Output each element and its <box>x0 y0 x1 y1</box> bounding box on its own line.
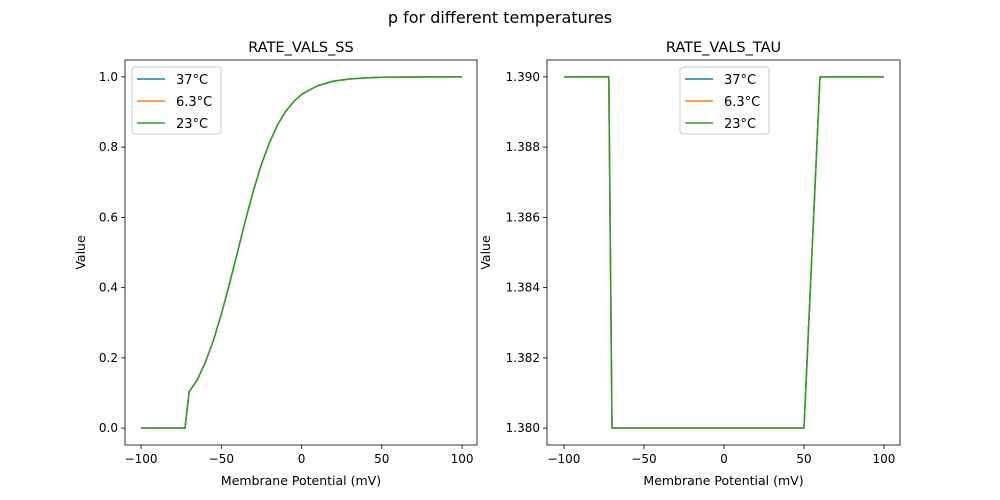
x-tick-label: 50 <box>796 452 811 466</box>
y-tick-label: 1.0 <box>99 70 118 84</box>
x-tick-label: 0 <box>298 452 306 466</box>
x-tick-label: −50 <box>631 452 656 466</box>
y-tick-label: 1.380 <box>506 421 540 435</box>
series-line-3 <box>141 76 463 429</box>
y-tick-label: 1.390 <box>506 70 540 84</box>
x-axis-label: Membrane Potential (mV) <box>221 473 381 488</box>
legend-label-3: 23°C <box>176 117 208 132</box>
y-tick-label: 0.8 <box>99 140 118 154</box>
y-tick-label: 0.2 <box>99 351 118 365</box>
legend-label-1: 37°C <box>724 73 756 88</box>
y-tick-label: 1.384 <box>506 281 540 295</box>
x-tick-label: −50 <box>209 452 234 466</box>
y-tick-label: 0.0 <box>99 421 118 435</box>
figure-title: p for different temperatures <box>387 8 613 27</box>
legend-label-1: 37°C <box>176 73 208 88</box>
x-tick-label: 100 <box>451 452 474 466</box>
legend: 37°C 6.3°C 23°C <box>679 66 770 135</box>
legend-label-3: 23°C <box>724 117 756 132</box>
y-tick-label: 1.382 <box>506 351 540 365</box>
legend-label-2: 6.3°C <box>724 95 760 110</box>
subplot-2: −100 −50 0 50 100 1.380 1.382 1.384 1.386 1.388 1.… <box>478 40 901 488</box>
y-tick-label: 0.4 <box>99 281 118 295</box>
y-tick-label: 0.6 <box>99 210 118 224</box>
axes-frame <box>124 59 478 446</box>
legend: 37°C 6.3°C 23°C <box>131 66 222 135</box>
legend-box <box>131 66 222 135</box>
legend-label-2: 6.3°C <box>176 95 212 110</box>
subplot-title: RATE_VALS_TAU <box>666 40 781 56</box>
x-tick-label: −100 <box>125 452 158 466</box>
y-axis-label: Value <box>478 235 493 270</box>
x-tick-label: −100 <box>547 452 580 466</box>
legend-box <box>679 66 770 135</box>
x-tick-label: 0 <box>720 452 728 466</box>
x-axis-label: Membrane Potential (mV) <box>643 473 803 488</box>
y-tick-label: 1.388 <box>506 140 540 154</box>
x-tick-label: 100 <box>873 452 896 466</box>
axes-frame <box>546 59 901 446</box>
x-tick-label: 50 <box>374 452 389 466</box>
series-line-3 <box>564 76 884 429</box>
subplot-title: RATE_VALS_SS <box>248 40 353 56</box>
subplot-1: −100 −50 0 50 100 0.0 0.2 0.4 0.6 0.8 1.0 RATE_VALS… <box>73 40 478 488</box>
y-axis-label: Value <box>73 235 88 270</box>
y-tick-label: 1.386 <box>506 210 540 224</box>
